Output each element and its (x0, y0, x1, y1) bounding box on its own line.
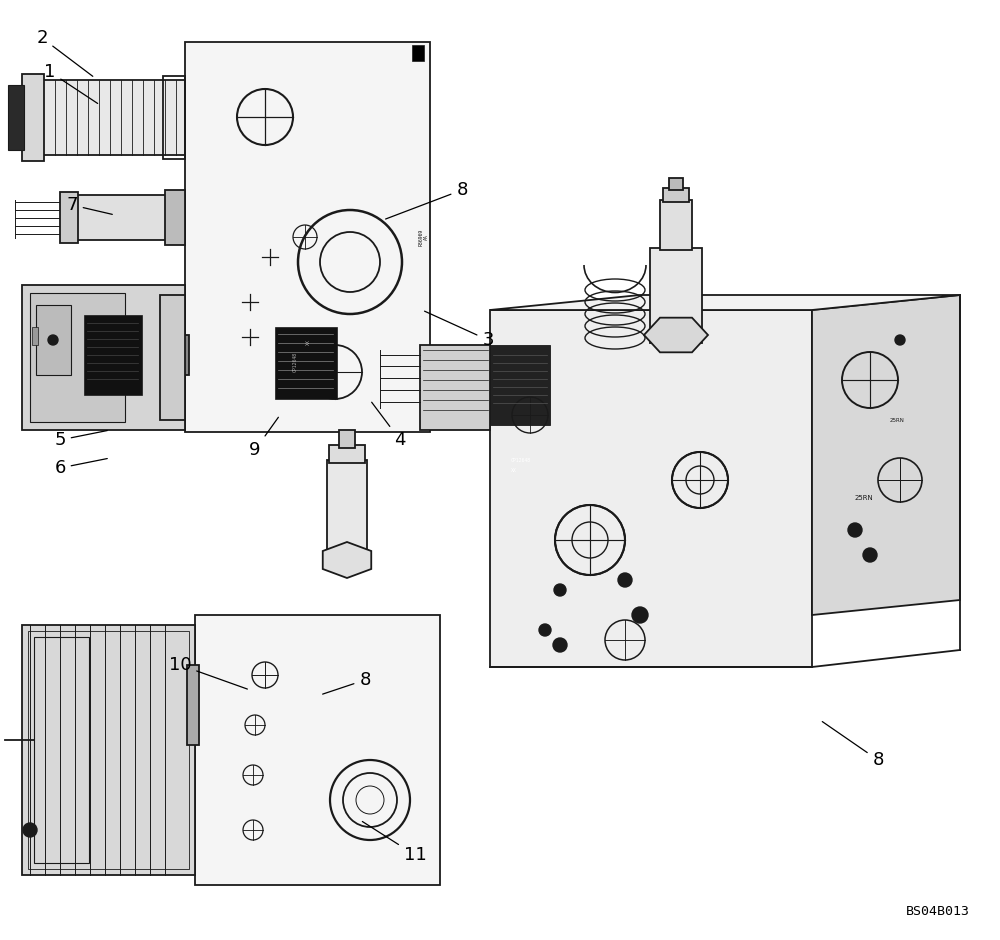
Bar (412, 45, 424, 61)
Text: 11: 11 (362, 822, 426, 864)
Bar (60, 192, 78, 243)
Text: 25RN: 25RN (855, 495, 874, 501)
Bar (36, 305, 71, 375)
Bar (187, 665, 199, 745)
Text: XX: XX (511, 467, 517, 473)
Text: 2: 2 (36, 29, 93, 76)
Bar (663, 188, 689, 202)
Bar (160, 295, 185, 420)
Bar (669, 178, 683, 190)
Circle shape (863, 548, 877, 562)
Bar (185, 42, 430, 432)
Bar (165, 190, 185, 245)
Bar (163, 76, 185, 159)
Text: CP12648: CP12648 (511, 458, 531, 462)
Text: 25RN: 25RN (890, 417, 905, 422)
Polygon shape (490, 310, 812, 667)
Bar (420, 345, 490, 430)
Polygon shape (490, 295, 960, 310)
Text: 10: 10 (169, 656, 247, 689)
Bar (30, 293, 125, 422)
Bar (22, 74, 44, 161)
Bar (177, 335, 189, 375)
Bar (28, 631, 189, 869)
Circle shape (48, 335, 58, 345)
Text: R86969
AA: R86969 AA (419, 228, 429, 245)
Circle shape (632, 607, 648, 623)
Text: 8: 8 (822, 722, 884, 769)
Circle shape (553, 638, 567, 652)
Circle shape (539, 624, 551, 636)
Text: 7: 7 (66, 196, 112, 214)
Polygon shape (644, 318, 708, 352)
Text: 5: 5 (54, 431, 107, 449)
Bar (8, 85, 24, 150)
Text: 3: 3 (425, 311, 494, 349)
Bar (84, 315, 142, 395)
Bar (34, 637, 89, 863)
Polygon shape (812, 295, 960, 615)
Circle shape (618, 573, 632, 587)
Circle shape (295, 332, 305, 342)
Bar (339, 430, 355, 448)
Bar (329, 445, 365, 463)
Bar (22, 285, 185, 430)
Bar (660, 200, 692, 250)
Bar (650, 248, 702, 343)
Bar (40, 80, 185, 155)
Circle shape (554, 584, 566, 596)
Text: 6: 6 (54, 459, 107, 477)
Text: BS04B013: BS04B013 (906, 905, 970, 918)
Bar (327, 460, 367, 560)
Bar (32, 327, 38, 345)
Bar (22, 625, 195, 875)
Circle shape (895, 335, 905, 345)
Text: XX: XX (306, 339, 311, 345)
Text: 8: 8 (323, 671, 371, 694)
Bar (65, 195, 185, 240)
Text: 9: 9 (249, 417, 278, 459)
Bar (275, 327, 337, 399)
Circle shape (23, 823, 37, 837)
Text: 8: 8 (386, 181, 468, 219)
Bar (195, 615, 440, 885)
Text: CP12648: CP12648 (293, 352, 298, 372)
Polygon shape (323, 542, 371, 578)
Text: 4: 4 (372, 402, 406, 449)
Circle shape (848, 523, 862, 537)
Text: 1: 1 (44, 63, 98, 103)
Bar (490, 345, 550, 425)
